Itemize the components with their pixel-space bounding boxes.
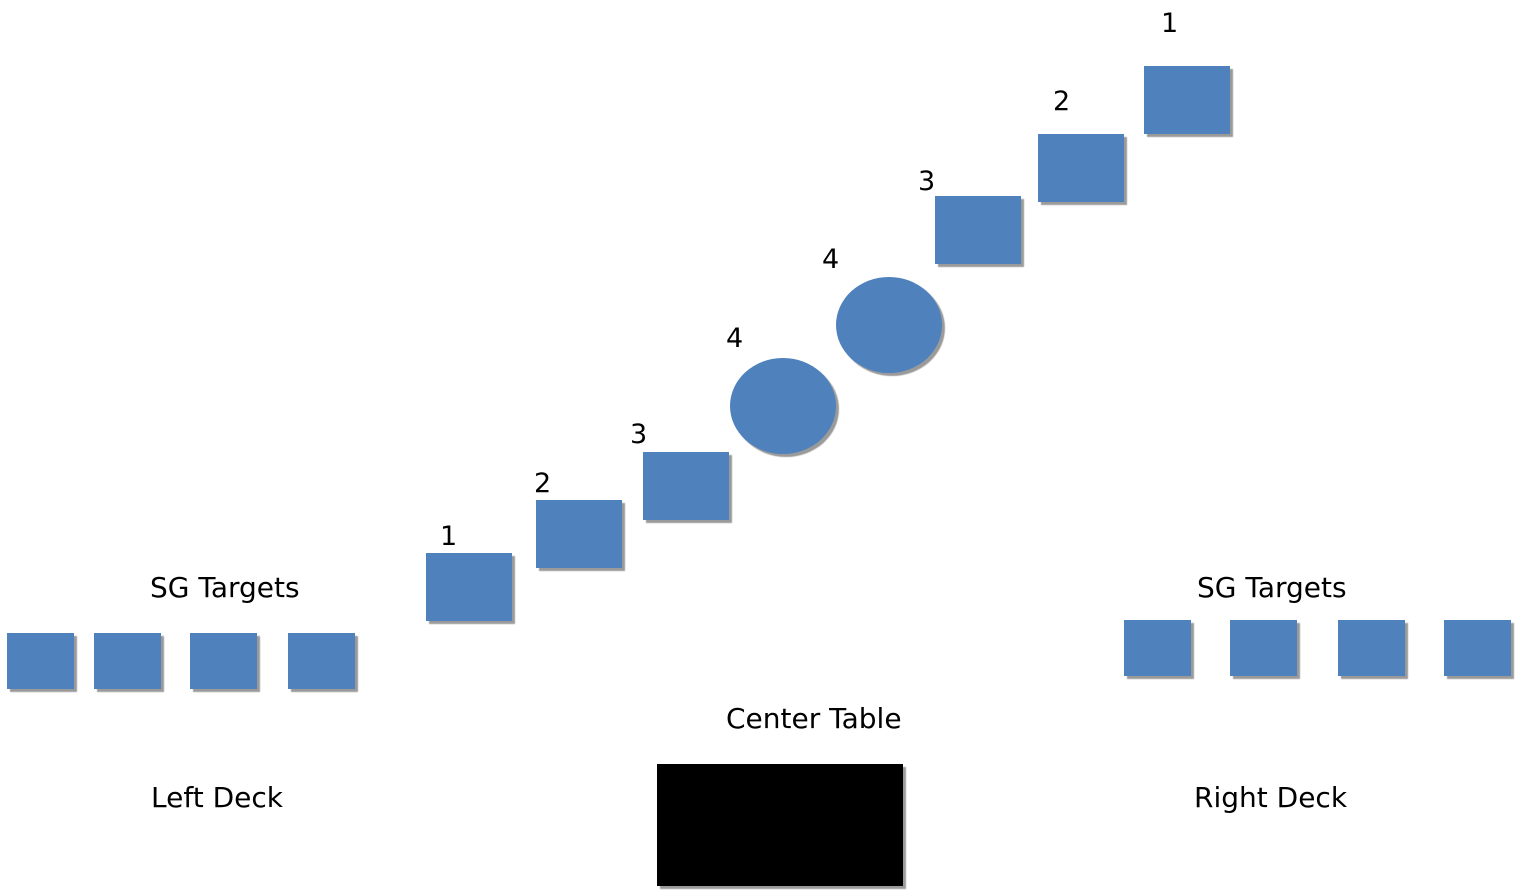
path-square-1-upper bbox=[1144, 66, 1230, 134]
left-target-2 bbox=[94, 633, 161, 689]
path-number-3-lower: 3 bbox=[630, 419, 648, 450]
right-target-2 bbox=[1230, 620, 1297, 676]
path-number-2-upper: 2 bbox=[1053, 86, 1071, 117]
path-number-1-upper: 1 bbox=[1161, 8, 1179, 39]
right-target-3 bbox=[1338, 620, 1405, 676]
left-target-1 bbox=[7, 633, 74, 689]
right-target-1 bbox=[1124, 620, 1191, 676]
path-square-2-lower bbox=[536, 500, 622, 568]
left-targets-label: SG Targets bbox=[150, 571, 300, 604]
path-square-2-upper bbox=[1038, 134, 1124, 202]
right-deck-label: Right Deck bbox=[1194, 781, 1348, 814]
path-square-3-lower bbox=[643, 452, 729, 520]
path-number-3-upper: 3 bbox=[918, 166, 936, 197]
left-target-3 bbox=[190, 633, 257, 689]
path-square-1-lower bbox=[426, 553, 512, 621]
path-circle-4-upper bbox=[836, 277, 942, 373]
left-deck-label: Left Deck bbox=[151, 781, 283, 814]
center-table-label: Center Table bbox=[726, 702, 902, 735]
right-target-4 bbox=[1444, 620, 1511, 676]
path-number-4-upper: 4 bbox=[822, 244, 840, 275]
path-number-4-lower: 4 bbox=[726, 323, 744, 354]
path-number-1-lower: 1 bbox=[440, 521, 458, 552]
path-circle-4-lower bbox=[730, 358, 836, 454]
center-table bbox=[657, 764, 903, 886]
path-square-3-upper bbox=[935, 196, 1021, 264]
left-target-4 bbox=[288, 633, 355, 689]
path-number-2-lower: 2 bbox=[534, 468, 552, 499]
right-targets-label: SG Targets bbox=[1197, 571, 1347, 604]
